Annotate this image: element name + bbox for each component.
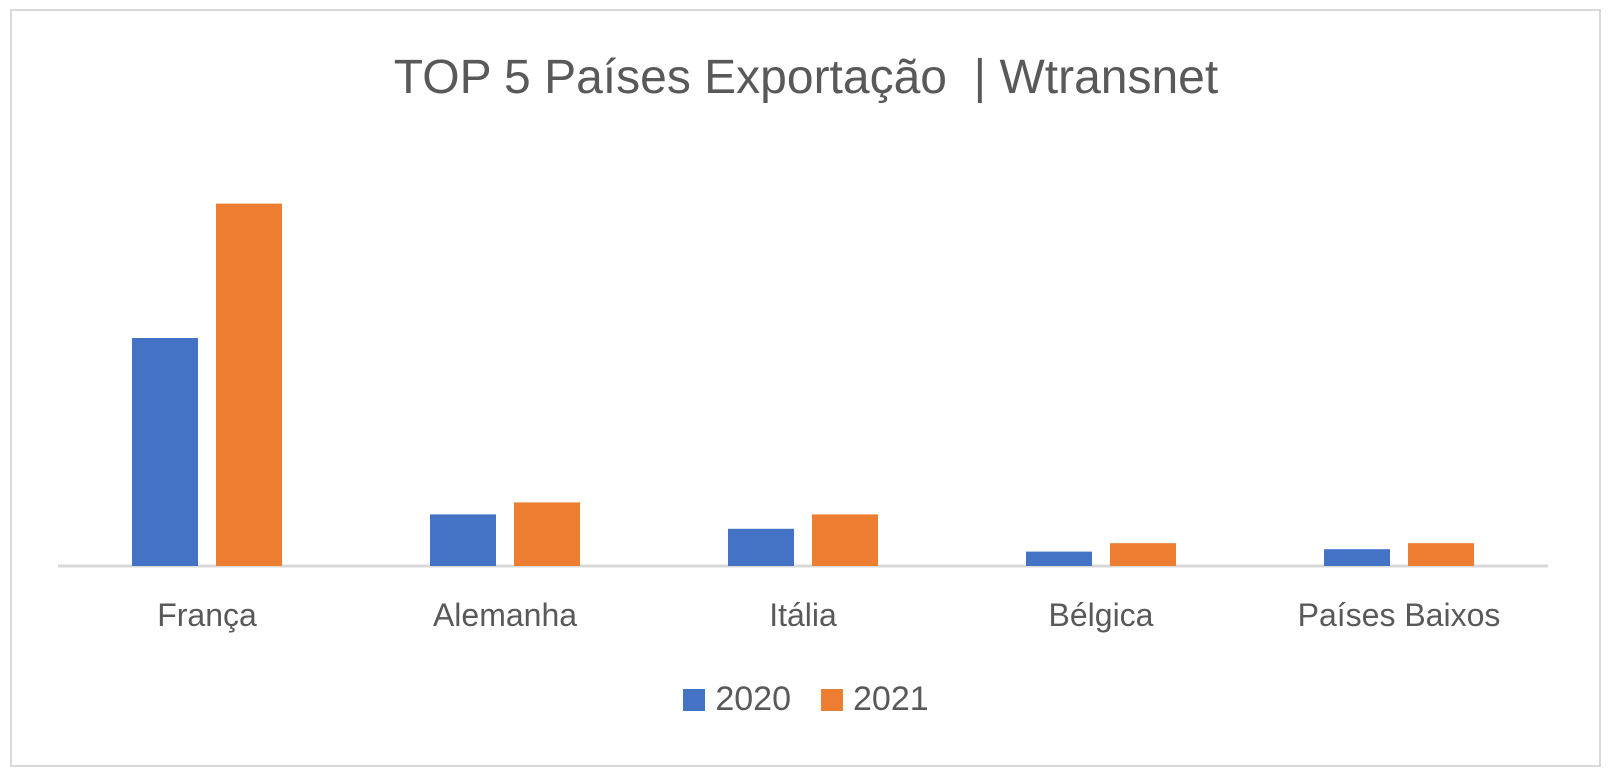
x-tick-labels: França Alemanha Itália Bélgica Países Baixos: [157, 597, 1500, 633]
bars-group: [132, 203, 1474, 566]
bar-2020-países-baixos: [1324, 549, 1390, 566]
legend-item-2020: 2020: [683, 680, 791, 719]
legend-item-2021: 2021: [821, 680, 929, 719]
x-tick-label: Bélgica: [1049, 597, 1154, 633]
x-tick-label: Países Baixos: [1298, 597, 1501, 633]
x-tick-label: França: [157, 597, 257, 633]
bar-2021-itália: [812, 514, 878, 566]
bar-2020-alemanha: [430, 514, 496, 566]
x-tick-label: Alemanha: [433, 597, 577, 633]
bar-2021-alemanha: [514, 502, 580, 566]
legend-label-2021: 2021: [853, 680, 929, 718]
x-tick-label: Itália: [769, 597, 837, 633]
legend-label-2020: 2020: [715, 680, 791, 718]
bar-2020-bélgica: [1026, 551, 1092, 566]
bar-2021-bélgica: [1110, 543, 1176, 566]
bar-2021-frança: [216, 203, 282, 566]
chart-title: TOP 5 Países Exportação | Wtransnet: [393, 51, 1219, 104]
legend: 2020 2021: [0, 680, 1612, 719]
legend-swatch-2021: [821, 688, 843, 711]
legend-swatch-2020: [683, 688, 706, 711]
bar-2020-itália: [728, 528, 794, 566]
bar-2020-frança: [132, 338, 198, 566]
bar-2021-países-baixos: [1408, 543, 1474, 566]
